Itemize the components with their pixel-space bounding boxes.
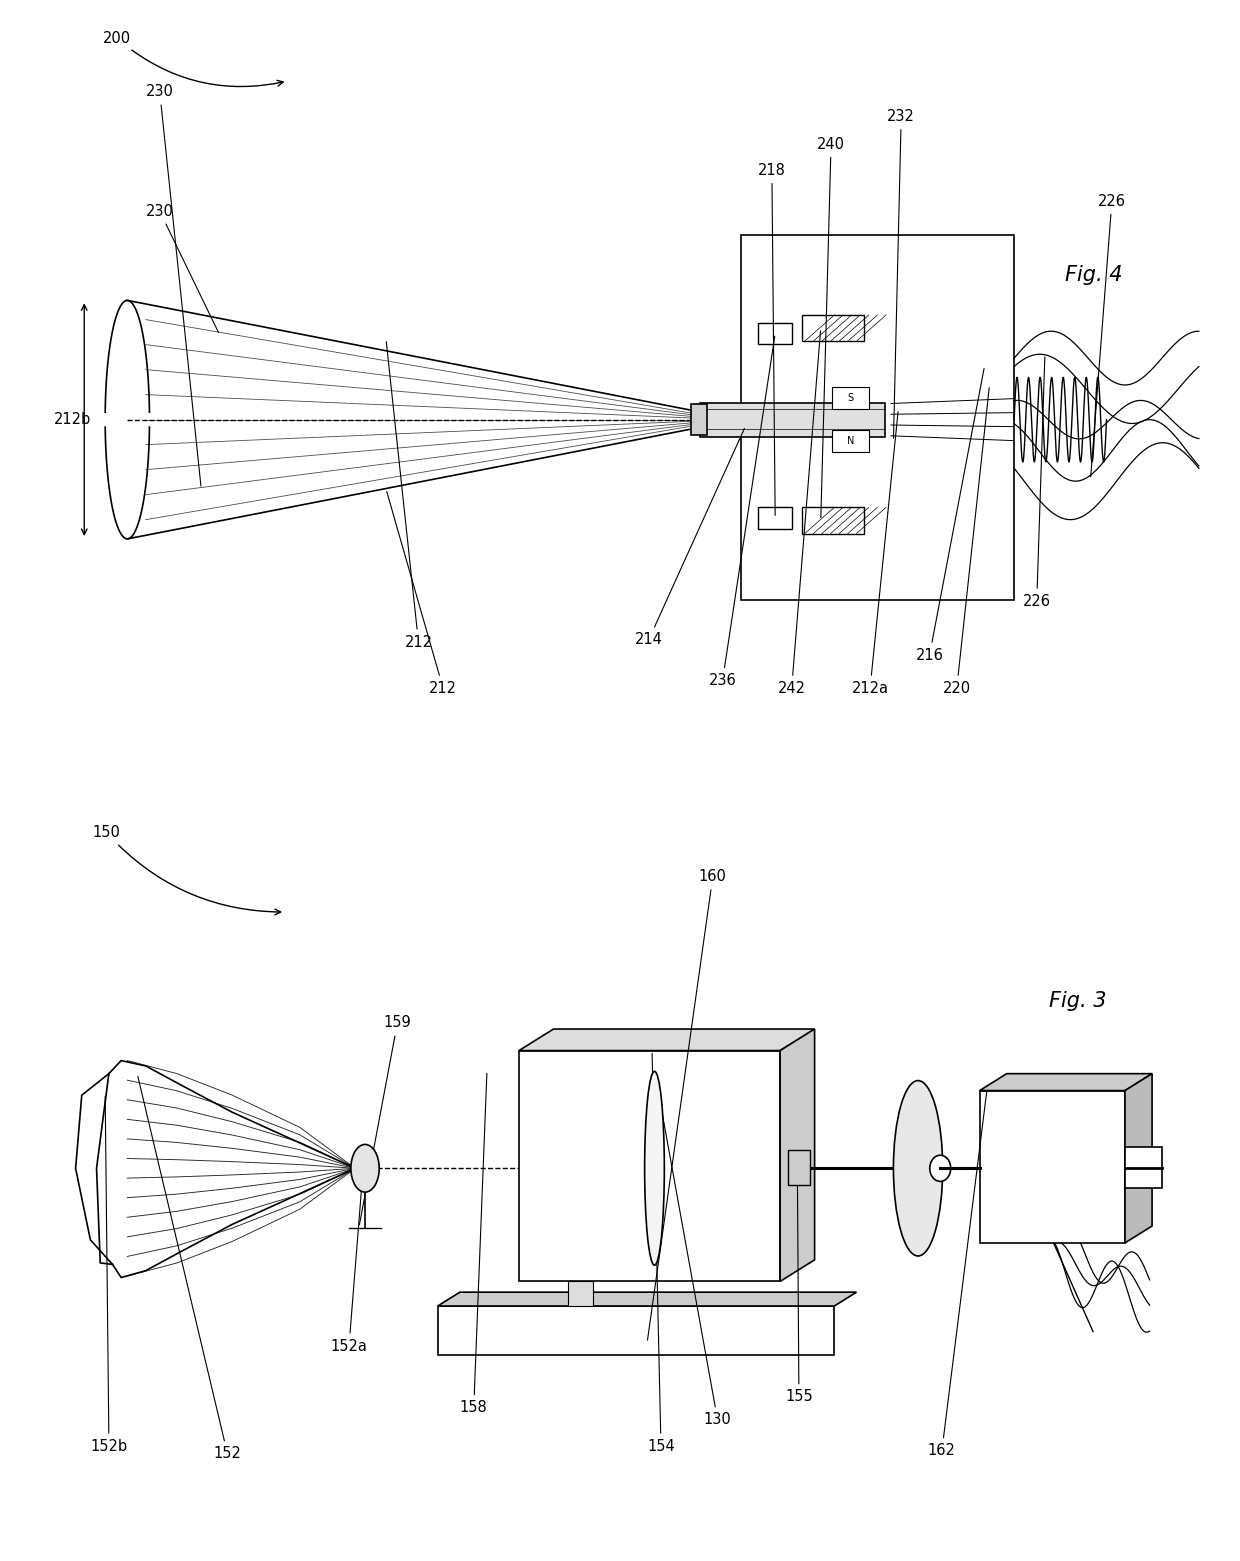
Text: 218: 218 bbox=[758, 162, 786, 515]
Bar bbox=[520, 1051, 780, 1282]
Text: 214: 214 bbox=[635, 428, 744, 648]
Text: 240: 240 bbox=[817, 137, 846, 518]
Bar bbox=[758, 323, 792, 345]
Bar bbox=[802, 315, 864, 342]
Text: 230: 230 bbox=[146, 84, 201, 485]
Text: 130: 130 bbox=[655, 1074, 732, 1427]
Polygon shape bbox=[1125, 1074, 1152, 1243]
Text: 162: 162 bbox=[928, 1091, 987, 1458]
Text: 150: 150 bbox=[93, 826, 280, 915]
Text: 158: 158 bbox=[460, 1074, 487, 1416]
Bar bbox=[438, 1307, 835, 1355]
Bar bbox=[740, 236, 1014, 601]
Text: 212a: 212a bbox=[852, 412, 898, 696]
Ellipse shape bbox=[351, 1144, 379, 1193]
Text: 232: 232 bbox=[888, 109, 915, 439]
Polygon shape bbox=[520, 1029, 815, 1051]
Text: 216: 216 bbox=[915, 368, 985, 663]
Text: 152: 152 bbox=[138, 1077, 242, 1461]
Text: 152a: 152a bbox=[331, 1147, 367, 1353]
Polygon shape bbox=[438, 1293, 857, 1307]
FancyBboxPatch shape bbox=[832, 431, 869, 453]
Text: 230: 230 bbox=[146, 204, 218, 332]
Text: 212: 212 bbox=[387, 492, 458, 696]
Bar bbox=[692, 404, 708, 436]
Text: 152b: 152b bbox=[91, 1096, 128, 1453]
Ellipse shape bbox=[645, 1071, 665, 1266]
Text: 220: 220 bbox=[942, 387, 990, 696]
Text: 242: 242 bbox=[777, 331, 821, 696]
Text: Fig. 4: Fig. 4 bbox=[1065, 265, 1123, 286]
Text: 155: 155 bbox=[785, 1171, 812, 1405]
Polygon shape bbox=[980, 1074, 1152, 1091]
Bar bbox=[1125, 1147, 1162, 1188]
Text: 212: 212 bbox=[387, 342, 433, 649]
Text: N: N bbox=[847, 436, 854, 446]
Bar bbox=[802, 507, 864, 534]
Text: 200: 200 bbox=[103, 31, 283, 86]
Bar bbox=[758, 507, 792, 529]
Text: S: S bbox=[847, 393, 853, 403]
Text: 154: 154 bbox=[647, 1054, 675, 1453]
Polygon shape bbox=[568, 1282, 593, 1307]
Text: 159: 159 bbox=[360, 1016, 412, 1225]
Ellipse shape bbox=[930, 1155, 951, 1182]
Bar bbox=[787, 1150, 810, 1185]
Text: 212b: 212b bbox=[53, 412, 91, 428]
Polygon shape bbox=[780, 1029, 815, 1282]
Ellipse shape bbox=[894, 1080, 942, 1257]
Text: 226: 226 bbox=[1023, 357, 1050, 609]
Bar bbox=[980, 1091, 1125, 1243]
Text: 236: 236 bbox=[709, 336, 775, 688]
FancyBboxPatch shape bbox=[832, 387, 869, 409]
Text: 160: 160 bbox=[647, 869, 727, 1341]
Text: 226: 226 bbox=[1091, 194, 1126, 476]
Text: Fig. 3: Fig. 3 bbox=[1049, 991, 1107, 1012]
Bar bbox=[701, 403, 885, 437]
